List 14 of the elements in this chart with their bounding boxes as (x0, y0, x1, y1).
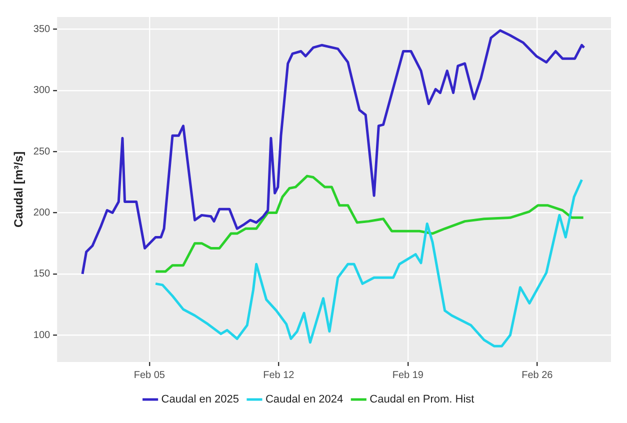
y-tick-label: 200 (33, 207, 51, 218)
legend-label: Caudal en 2024 (265, 394, 344, 406)
y-axis-title: Caudal [m³/s] (12, 151, 26, 228)
x-tick-label: Feb 26 (522, 370, 554, 381)
y-tick-label: 300 (33, 85, 51, 96)
y-tick-label: 350 (33, 24, 51, 35)
x-tick-label: Feb 05 (134, 370, 166, 381)
y-tick-label: 250 (33, 146, 51, 158)
legend-label: Caudal en 2025 (161, 394, 239, 406)
y-tick-label: 100 (33, 330, 51, 341)
legend-label: Caudal en Prom. Hist (370, 394, 474, 406)
y-tick-label: 150 (33, 268, 51, 280)
x-tick-label: Feb 19 (392, 370, 424, 381)
x-tick-label: Feb 12 (263, 370, 295, 381)
